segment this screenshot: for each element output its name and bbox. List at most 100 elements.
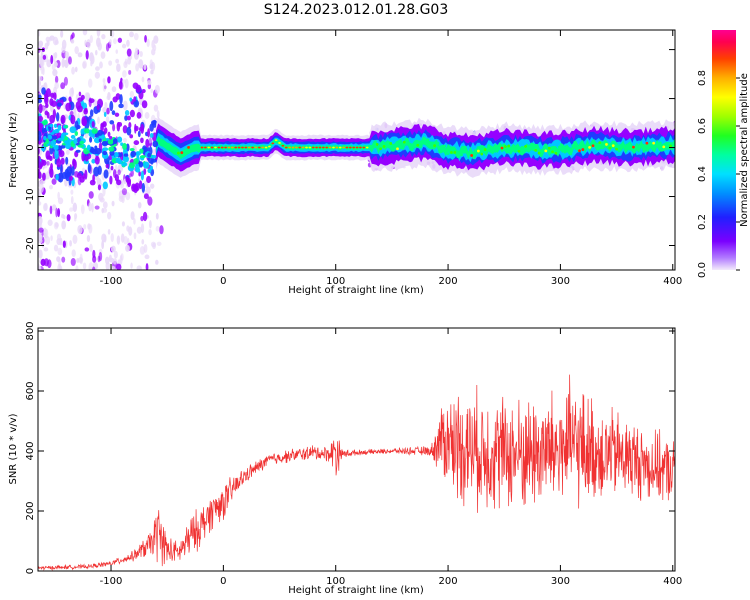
spectrogram-core-mark [625, 143, 629, 147]
spectrogram-noise-mark [57, 191, 60, 200]
spectrogram-ridge-blob [74, 131, 79, 136]
spectrogram-ridge-blob [79, 135, 84, 139]
spectrogram-ridge-blob [133, 158, 139, 165]
spectrogram-ridge-blob [75, 149, 81, 153]
spectrogram-noise-mark [69, 87, 74, 98]
spectrogram-ytick-label: 0 [25, 144, 36, 150]
spectrogram-clutter-mark [48, 155, 53, 161]
spectrogram-ridge-blob [57, 124, 62, 131]
spectrogram-noise-mark [156, 241, 162, 246]
spectrogram-noise-mark [88, 262, 94, 270]
spectrogram-noise-mark [122, 100, 128, 111]
spectrogram-ridge-blob [135, 151, 141, 156]
spectrogram-noise-mark [70, 189, 74, 195]
spectrogram-clutter-mark [41, 127, 45, 134]
spectrogram-noise-mark [38, 86, 41, 92]
spectrogram-clutter-mark [109, 100, 114, 112]
spectrogram-noise-mark [87, 78, 93, 88]
spectrogram-clutter-mark [134, 182, 140, 192]
spectrogram-core-mark [456, 151, 460, 155]
spectrogram-ridge-blob [89, 136, 93, 143]
spectrogram-clutter-mark [38, 171, 42, 180]
spectrogram-clutter-mark [129, 134, 134, 139]
spectrogram-noise-mark [143, 64, 147, 71]
spectrogram-core-mark [642, 143, 645, 147]
spectrogram-noise-mark [52, 52, 56, 63]
spectrogram-clutter-mark [56, 158, 62, 168]
spectrogram-ridge-blob [76, 124, 81, 130]
spectrogram-noise-mark [140, 223, 145, 234]
spectrogram-ylabel: Frequency (Hz) [8, 112, 19, 188]
spectrogram-ridge-blob [94, 145, 98, 151]
spectrogram-clutter-mark [135, 84, 142, 93]
spectrogram-noise-mark [109, 30, 115, 38]
spectrogram-noise-mark [150, 183, 155, 189]
spectrogram-core-mark [571, 144, 575, 148]
spectrogram-clutter-mark [49, 98, 54, 106]
spectrogram-core-mark [200, 146, 204, 149]
colorbar-gradient [712, 30, 736, 270]
spectrogram-clutter-mark [84, 155, 89, 162]
spectrogram-noise-mark [102, 78, 106, 83]
spectrogram-clutter-mark [143, 168, 147, 175]
spectrogram-ytick-label: 20 [25, 43, 36, 56]
spectrogram-core-mark [611, 144, 615, 148]
spectrogram-noise-mark [154, 84, 160, 94]
spectrogram-core-mark [584, 147, 588, 150]
spectrogram-noise-mark [46, 161, 50, 166]
spectrogram-xtick-label: 400 [663, 276, 682, 287]
spectrogram-noise-mark [111, 86, 117, 93]
snr-xtick-label: 300 [551, 576, 570, 587]
spectrogram-clutter-mark [114, 112, 120, 117]
spectrogram-core-mark [318, 146, 322, 149]
spectrogram-core-mark [210, 146, 214, 149]
spectrogram-core-mark [301, 146, 305, 149]
spectrogram-noise-mark [115, 58, 120, 64]
spectrogram-noise-mark [127, 57, 132, 65]
spectrogram-core-mark [197, 149, 201, 153]
spectrogram-noise-mark [68, 56, 72, 65]
spectrogram-clutter-mark [133, 96, 137, 102]
spectrogram-core-mark [234, 146, 238, 149]
spectrogram-noise-mark [61, 256, 66, 263]
spectrogram-core-mark [500, 146, 504, 150]
spectrogram-noise-mark [116, 63, 121, 73]
spectrogram-ridge-blob [70, 134, 76, 139]
spectrogram-core-mark [669, 144, 672, 148]
spectrogram-noise-mark [126, 39, 130, 47]
spectrogram-noise-mark [144, 35, 147, 43]
spectrogram-core-mark [551, 150, 554, 154]
spectrogram-noise-mark [151, 48, 156, 56]
spectrogram-noise-mark [82, 262, 87, 270]
spectrogram-core-mark [598, 141, 602, 145]
spectrogram-clutter-mark [146, 175, 152, 184]
spectrogram-core-mark [207, 146, 211, 149]
spectrogram-noise-mark [128, 226, 133, 236]
spectrogram-noise-mark [109, 39, 112, 45]
spectrogram-ridge-blob [52, 135, 58, 140]
spectrogram-ridge-blob [54, 128, 60, 134]
spectrogram-noise-mark [156, 110, 160, 119]
spectrogram-noise-mark [61, 39, 67, 50]
spectrogram-noise-mark [133, 32, 139, 41]
spectrogram-clutter-mark [41, 145, 46, 152]
spectrogram-clutter-mark [137, 130, 141, 138]
spectrogram-clutter-mark [134, 125, 139, 132]
spectrogram-xtick-label: 100 [326, 276, 345, 287]
spectrogram-noise-mark [111, 265, 116, 270]
spectrogram-clutter-mark [70, 114, 76, 125]
spectrogram-clutter-mark [77, 97, 83, 102]
spectrogram-noise-mark [69, 207, 74, 212]
spectrogram-core-mark [652, 141, 656, 145]
spectrogram-core-mark [247, 146, 251, 149]
spectrogram-core-mark [342, 146, 345, 149]
spectrogram-core-mark [177, 151, 180, 155]
spectrogram-noise-mark [49, 35, 55, 41]
spectrogram-noise-mark [74, 213, 78, 220]
spectrogram-noise-mark [99, 197, 105, 203]
spectrogram-clutter-mark [133, 140, 140, 146]
spectrogram-core-mark [365, 146, 369, 149]
spectrogram-ridge-blob [77, 144, 85, 148]
spectrogram-noise-mark [90, 54, 95, 65]
spectrogram-core-mark [497, 147, 501, 151]
